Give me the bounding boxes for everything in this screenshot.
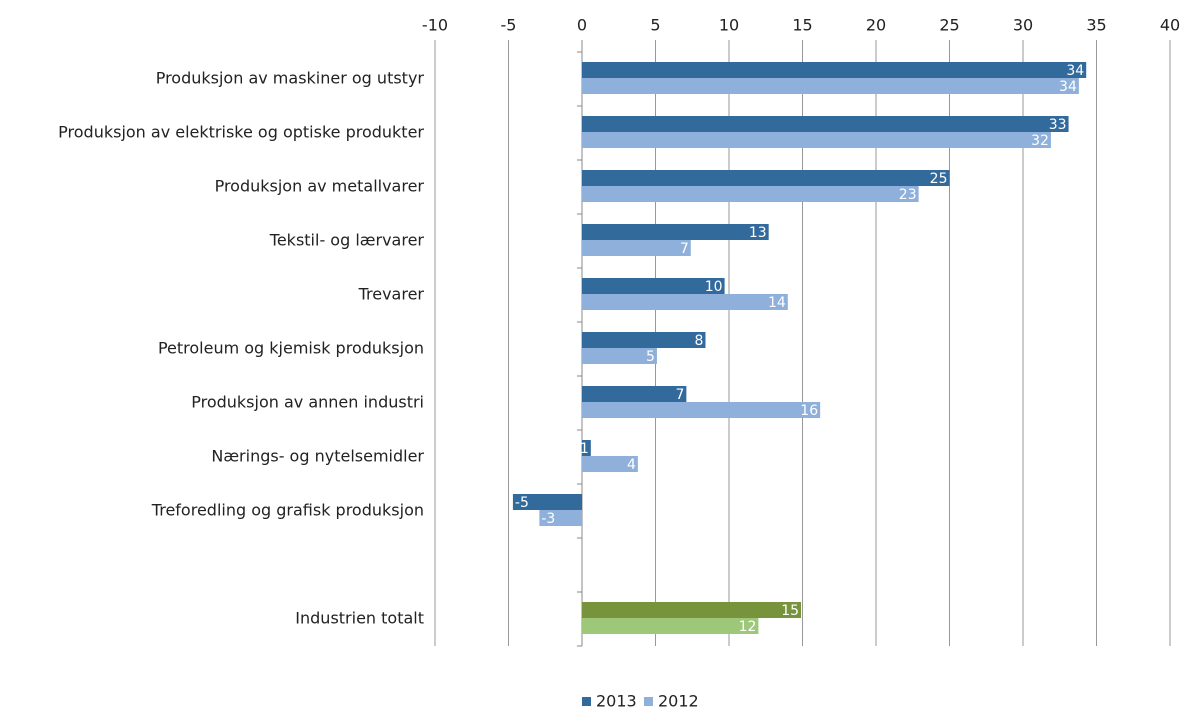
- value-label: 34: [1059, 79, 1077, 95]
- bar: [582, 186, 919, 202]
- value-label: 13: [749, 225, 767, 241]
- category-label: Petroleum og kjemisk produksjon: [158, 339, 424, 358]
- value-label: 12: [739, 619, 757, 635]
- value-label: -5: [515, 495, 529, 511]
- bar: [582, 240, 691, 256]
- bar: [582, 456, 638, 472]
- category-label: Nærings- og nytelsemidler: [211, 447, 424, 466]
- x-tick-label: 15: [792, 16, 812, 35]
- category-label: Produksjon av metallvarer: [215, 177, 425, 196]
- x-tick-label: -10: [422, 16, 448, 35]
- category-label: Industrien totalt: [295, 609, 424, 628]
- value-label: 7: [675, 387, 684, 403]
- bar: [582, 170, 950, 186]
- bar: [582, 294, 788, 310]
- x-tick-label: 0: [577, 16, 587, 35]
- value-label: 1: [580, 441, 589, 457]
- x-tick-label: 35: [1086, 16, 1106, 35]
- bar: [582, 348, 657, 364]
- value-label: 8: [695, 333, 704, 349]
- value-label: 15: [781, 603, 799, 619]
- value-label: 16: [800, 403, 818, 419]
- bar: [582, 132, 1051, 148]
- category-label: Produksjon av elektriske og optiske prod…: [58, 123, 424, 142]
- bar: [582, 386, 687, 402]
- category-label: Tekstil- og lærvarer: [269, 231, 425, 250]
- bar: [582, 116, 1069, 132]
- legend-label: 2013: [596, 692, 637, 711]
- x-tick-label: -5: [501, 16, 517, 35]
- value-label: 7: [680, 241, 689, 257]
- legend-swatch: [644, 697, 653, 706]
- x-tick-label: 5: [650, 16, 660, 35]
- value-label: 14: [768, 295, 786, 311]
- x-tick-label: 20: [866, 16, 886, 35]
- value-label: 10: [705, 279, 723, 295]
- value-label: 33: [1049, 117, 1067, 133]
- x-tick-label: 30: [1013, 16, 1033, 35]
- legend-swatch: [582, 697, 591, 706]
- bar: [582, 278, 725, 294]
- value-label: 32: [1031, 133, 1049, 149]
- bar: [512, 494, 582, 510]
- category-label: Treforedling og grafisk produksjon: [151, 501, 424, 520]
- value-label: 25: [930, 171, 948, 187]
- value-label: 5: [646, 349, 655, 365]
- category-label: Produksjon av annen industri: [191, 393, 424, 412]
- x-tick-label: 25: [939, 16, 959, 35]
- bar: [582, 62, 1087, 78]
- bar: [582, 78, 1079, 94]
- bar: [582, 618, 759, 634]
- legend-label: 2012: [658, 692, 699, 711]
- category-label: Produksjon av maskiner og utstyr: [156, 69, 425, 88]
- bar: [582, 332, 706, 348]
- x-tick-label: 10: [719, 16, 739, 35]
- category-label: Trevarer: [358, 285, 425, 304]
- bar: [582, 602, 802, 618]
- bar: [582, 440, 591, 456]
- bar: [582, 402, 821, 418]
- value-label: 23: [899, 187, 917, 203]
- value-label: 34: [1066, 63, 1084, 79]
- value-label: 4: [627, 457, 636, 473]
- bar: [582, 224, 769, 240]
- bar: [539, 510, 582, 526]
- value-label: -3: [541, 511, 555, 527]
- x-tick-label: 40: [1160, 16, 1180, 35]
